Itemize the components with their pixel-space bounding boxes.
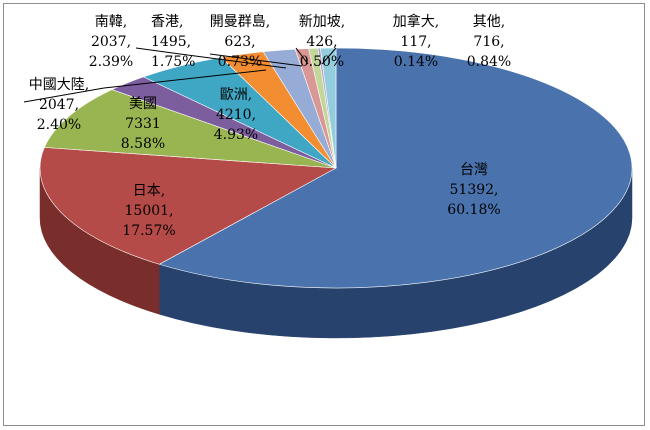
data-label-9: 加拿大, 117, 0.14% [393,13,439,70]
chart-frame: 台灣 51392, 60.18% 日本, 15001, 17.57% 美國 7331 8.58%… [3,3,645,426]
data-label-2: 美國 7331 8.58% [121,96,165,152]
slice-percent: 60.18% [447,202,500,218]
data-label-3: 中國大陸, 2047, 2.40% [29,77,89,133]
slice-name: 美國 [129,96,157,112]
slice-percent: 2.40% [37,117,81,133]
pie-slice-1 [39,147,338,265]
data-label-5: 南韓, 2037, 2.39% [89,14,133,70]
slice-percent: 0.14% [394,54,438,70]
slice-name: 日本, [133,183,165,199]
slice-name: 南韓, [95,14,127,30]
data-label-0: 台灣 51392, 60.18% [447,162,500,218]
leader-lines [23,47,337,103]
pie-chart: 台灣 51392, 60.18% 日本, 15001, 17.57% 美國 7331 8.58%… [23,13,633,339]
data-label-10: 其他, 716, 0.84% [467,14,511,70]
slice-name: 歐洲, [220,87,252,103]
data-label-7: 開曼群島, 623, 0.73% [210,14,270,70]
data-label-8: 新加坡, 426, 0.50% [299,14,345,70]
data-labels: 台灣 51392, 60.18% 日本, 15001, 17.57% 美國 7331 8.58%… [29,13,511,239]
leader-line-4 [321,47,337,65]
slice-percent: 1.75% [151,54,195,70]
slice-name: 新加坡, [299,14,345,30]
pie-slice-2 [43,89,337,169]
slice-percent: 4.93% [214,127,258,143]
slice-value: 716, [473,34,504,50]
leader-line-3 [295,47,309,65]
slice-value: 15001, [125,203,174,219]
slice-value: 1495, [151,34,191,50]
leader-line-2 [209,53,303,67]
slice-value: 623, [224,34,255,50]
slice-percent: 0.50% [300,54,344,70]
data-label-1: 日本, 15001, 17.57% [122,183,175,239]
slice-percent: 17.57% [122,223,175,239]
slice-name: 台灣 [460,162,488,178]
slice-value: 426, [306,34,337,50]
slice-name: 香港, [151,14,183,30]
slice-name: 中國大陸, [29,77,89,93]
slice-percent: 8.58% [121,136,165,152]
slice-value: 51392, [450,182,499,198]
leader-line-0 [23,69,267,103]
slice-value: 2037, [91,34,131,50]
slice-percent: 0.84% [467,54,511,70]
slice-name: 其他, [473,14,505,30]
slice-value: 7331 [125,116,161,132]
slice-name: 開曼群島, [210,14,270,30]
pie-slice-0 [158,47,633,289]
slice-value: 2047, [39,97,79,113]
data-label-4: 歐洲, 4210, 4.93% [214,87,258,143]
slice-value: 117, [400,34,431,50]
pie-slices [39,47,633,289]
slice-value: 4210, [216,107,256,123]
slice-percent: 2.39% [89,54,133,70]
slice-name: 加拿大, [393,13,439,30]
data-label-6: 香港, 1495, 1.75% [151,14,195,70]
slice-percent: 0.73% [218,54,262,70]
leader-line-1 [135,47,287,69]
